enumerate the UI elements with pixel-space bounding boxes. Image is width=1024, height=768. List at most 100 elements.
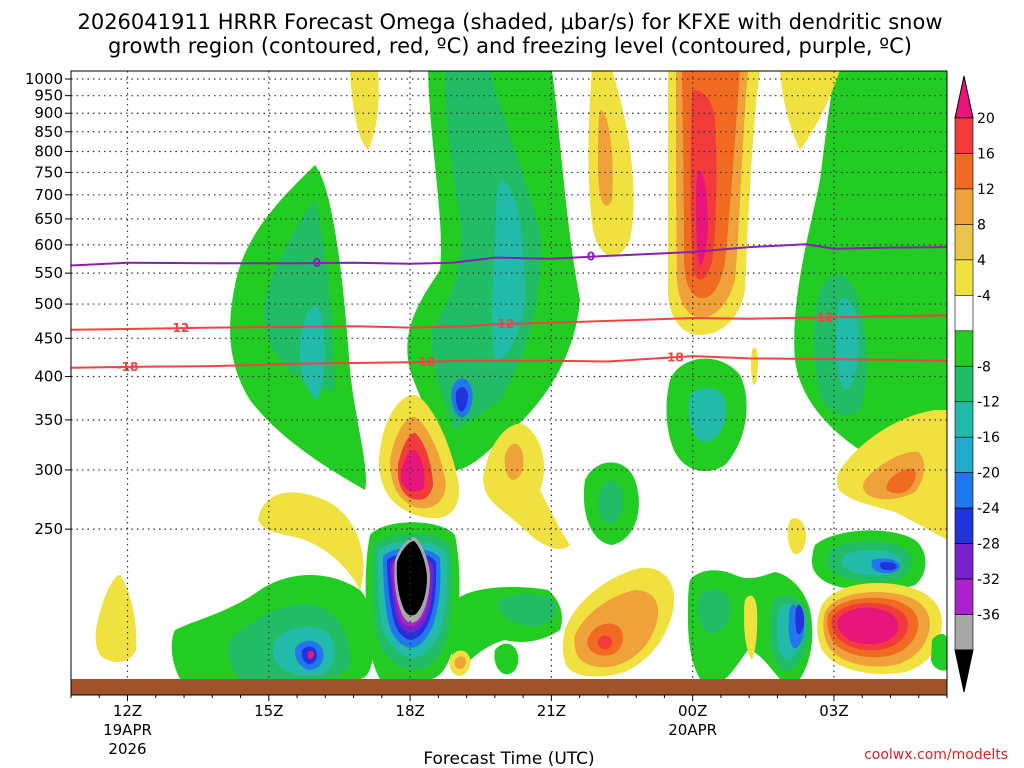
omega-region-navy-low-02z — [795, 604, 805, 635]
colorbar: 20 16 12 8 4 -4 -8 -12 -16 -20 -24 -28 -32 -36 — [954, 75, 1000, 693]
grid-lines — [71, 71, 947, 679]
y-tick-label: 500 — [34, 295, 63, 313]
colorbar-label: -16 — [977, 430, 1000, 446]
y-tick-label: 850 — [34, 123, 63, 141]
y-tick-label: 600 — [34, 236, 63, 254]
contour-label: 0 — [313, 256, 321, 270]
colorbar-swatch — [954, 295, 974, 332]
omega-region-yellow-patch-3 — [750, 347, 758, 385]
y-tick-label: 300 — [34, 461, 63, 479]
colorbar-swatch — [954, 224, 974, 261]
omega-region-yellow-patch-2 — [787, 518, 806, 555]
omega-region-navy-03z-750 — [879, 562, 897, 571]
contour-label: -12 — [493, 317, 515, 331]
colorbar-swatch — [954, 153, 974, 190]
colorbar-label: -28 — [977, 537, 1000, 553]
colorbar-swatch — [954, 365, 974, 403]
colorbar-label: 12 — [977, 182, 995, 198]
colorbar-label: 20 — [977, 111, 995, 127]
colorbar-swatch — [954, 259, 974, 296]
contour-dgz-upper — [71, 355, 947, 369]
y-tick-label: 750 — [34, 163, 63, 181]
omega-region-magenta-low-left — [308, 651, 314, 659]
colorbar-bottom-arrow — [954, 649, 974, 693]
colorbar-swatch — [954, 330, 974, 367]
omega-region-green-east-low — [931, 634, 947, 671]
x-tick-label: 00Z — [678, 702, 707, 720]
omega-region-yellow-patch-1 — [744, 595, 758, 660]
omega-region-teal-low-19z — [498, 594, 556, 626]
omega-region-orange-upper-21z — [598, 110, 613, 206]
omega-region-magenta-03z-low — [837, 607, 899, 645]
colorbar-label: -4 — [977, 288, 991, 304]
colorbar-swatch — [954, 543, 974, 580]
colorbar-label: 8 — [977, 217, 986, 233]
omega-region-yellow-upper-left — [350, 71, 379, 150]
colorbar-swatch — [954, 117, 974, 154]
colorbar-swatch — [954, 614, 974, 651]
omega-region-yellow-upper-right — [780, 71, 840, 150]
colorbar-label: -24 — [977, 501, 1000, 517]
colorbar-swatch — [954, 578, 974, 615]
colorbar-label: -8 — [977, 359, 991, 375]
y-tick-label: 350 — [34, 411, 63, 429]
y-tick-label: 550 — [34, 264, 63, 282]
omega-region-yellow-20z — [483, 423, 570, 550]
x-axis-label: Forecast Time (UTC) — [423, 749, 594, 768]
x-tick-sublabel: 2026 — [108, 740, 146, 758]
omega-region-yellow-12z-low — [95, 575, 137, 662]
y-tick-label: 400 — [34, 368, 63, 386]
omega-region-cyan-center — [491, 180, 525, 360]
contour-labels: -18 -18 -18 -12 -12 -12 0 0 — [117, 250, 834, 374]
credit-text: coolwx.com/modelts — [864, 747, 1008, 763]
omega-region-cyan-right — [835, 298, 859, 390]
contour-label: -18 — [413, 355, 435, 369]
y-tick-label: 800 — [34, 142, 63, 160]
contour-dgz-lower — [71, 314, 947, 331]
colorbar-swatch — [954, 436, 974, 473]
omega-region-green-low-20z — [494, 643, 519, 675]
contour-label: -12 — [168, 321, 190, 335]
omega-region-red-low-22z — [597, 635, 613, 650]
ground-strip — [71, 679, 947, 695]
y-axis: 2503003504004505005506006507007508008509… — [25, 70, 71, 538]
omega-region-orange-20z — [504, 443, 524, 480]
contour-freezing-level — [71, 243, 947, 267]
y-tick-label: 700 — [34, 186, 63, 204]
y-tick-label: 650 — [34, 210, 63, 228]
colorbar-swatch — [954, 401, 974, 438]
colorbar-swatch — [954, 472, 974, 509]
contour-label: -12 — [812, 311, 834, 325]
omega-region-dkorange-east-mid — [886, 468, 916, 494]
colorbar-swatch — [954, 507, 974, 544]
x-tick-sublabel: 20APR — [668, 721, 717, 739]
omega-region-yellow-15z-low — [258, 492, 364, 590]
contour-label: -18 — [662, 350, 684, 364]
y-tick-label: 1000 — [25, 70, 63, 88]
chart-title-line2: growth region (contoured, red, ºC) and f… — [108, 34, 912, 58]
omega-region-magenta-00z-column — [696, 170, 708, 266]
x-tick-sublabel: 19APR — [103, 721, 152, 739]
colorbar-label: -12 — [977, 395, 1000, 411]
y-tick-label: 450 — [34, 329, 63, 347]
omega-region-cyan-00z — [688, 388, 727, 442]
x-tick-label: 12Z — [113, 702, 142, 720]
contour-label: -18 — [117, 360, 139, 374]
omega-region-orange-low-19z — [454, 656, 466, 670]
x-tick-label: 21Z — [537, 702, 566, 720]
x-tick-label: 18Z — [395, 702, 424, 720]
y-tick-label: 900 — [34, 104, 63, 122]
colorbar-label: 16 — [977, 146, 995, 162]
y-tick-label: 950 — [34, 87, 63, 105]
colorbar-label: 4 — [977, 253, 986, 269]
contour-label: 0 — [587, 250, 595, 264]
plot-frame — [70, 70, 948, 696]
y-tick-label: 250 — [34, 520, 63, 538]
temperature-contours — [71, 243, 947, 369]
x-tick-label: 03Z — [819, 702, 848, 720]
omega-region-teal-22z — [598, 481, 624, 525]
colorbar-label: -36 — [977, 608, 1000, 624]
colorbar-label: -20 — [977, 466, 1000, 482]
